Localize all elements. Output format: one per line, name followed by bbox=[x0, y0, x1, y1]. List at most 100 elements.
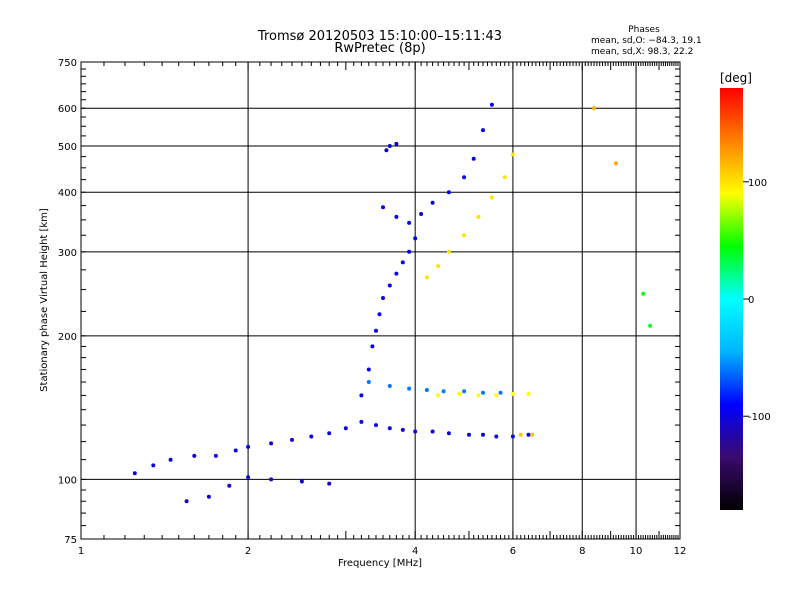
data-point bbox=[132, 471, 137, 476]
data-point bbox=[446, 190, 451, 195]
plot-frame bbox=[80, 61, 681, 540]
x-tick-label: 1 bbox=[78, 546, 84, 557]
data-point bbox=[419, 212, 424, 216]
data-point bbox=[592, 106, 596, 111]
data-point bbox=[436, 264, 441, 269]
phases-line-o: mean, sd,O: −84.3, 19.1 bbox=[591, 36, 702, 46]
phases-heading: Phases bbox=[628, 25, 660, 35]
data-point bbox=[430, 429, 435, 434]
data-point bbox=[476, 393, 481, 398]
data-point bbox=[481, 390, 485, 395]
data-point bbox=[387, 426, 392, 431]
y-tick-label: 100 bbox=[58, 475, 77, 486]
data-point bbox=[359, 419, 364, 424]
y-tick-label: 750 bbox=[58, 58, 77, 69]
data-point bbox=[413, 429, 418, 434]
data-point bbox=[374, 328, 378, 333]
data-point bbox=[206, 494, 211, 499]
data-point bbox=[467, 432, 471, 437]
data-point bbox=[151, 463, 156, 468]
data-point bbox=[374, 423, 378, 428]
data-point bbox=[648, 323, 653, 328]
data-point bbox=[384, 148, 389, 153]
data-point bbox=[424, 388, 429, 392]
data-point bbox=[424, 275, 429, 280]
data-point bbox=[489, 195, 494, 200]
data-point bbox=[407, 220, 412, 225]
data-point bbox=[614, 161, 618, 166]
colorbar bbox=[720, 88, 743, 510]
data-point bbox=[462, 175, 467, 180]
data-point bbox=[400, 427, 405, 432]
data-point bbox=[498, 390, 503, 395]
data-point bbox=[394, 214, 399, 219]
data-point bbox=[343, 426, 348, 431]
y-tick-label: 75 bbox=[64, 535, 77, 546]
colorbar-ticks: 100 0 -100 bbox=[743, 178, 771, 423]
x-tick-label: 4 bbox=[412, 546, 418, 557]
data-point bbox=[502, 175, 507, 180]
data-point bbox=[471, 156, 476, 161]
data-point bbox=[227, 483, 232, 488]
data-point bbox=[494, 393, 499, 398]
data-point bbox=[299, 479, 304, 484]
data-point bbox=[168, 457, 173, 462]
chart-subtitle: RwPretec (8p) bbox=[334, 41, 425, 56]
x-tick-label: 8 bbox=[579, 546, 585, 557]
x-tick-label: 10 bbox=[630, 546, 643, 557]
y-tick-label: 400 bbox=[58, 188, 77, 199]
colorbar-tick-label: -100 bbox=[748, 412, 771, 423]
data-point bbox=[481, 128, 485, 133]
data-point bbox=[387, 283, 392, 288]
y-axis-label: Stationary phase Virtual Height [km] bbox=[39, 208, 50, 392]
data-point bbox=[233, 448, 238, 453]
data-point bbox=[526, 432, 531, 437]
y-tick-label: 600 bbox=[58, 104, 77, 115]
data-point bbox=[269, 477, 274, 482]
data-point bbox=[387, 384, 392, 388]
data-points bbox=[132, 102, 653, 504]
data-point bbox=[246, 475, 251, 480]
x-axis-label: Frequency [MHz] bbox=[338, 558, 422, 569]
y-tick-label: 200 bbox=[58, 332, 77, 343]
data-point bbox=[290, 437, 294, 442]
data-point bbox=[213, 453, 218, 458]
data-point bbox=[436, 393, 441, 398]
colorbar-tick-label: 100 bbox=[748, 178, 767, 189]
data-point bbox=[400, 260, 405, 265]
data-point bbox=[446, 431, 451, 436]
data-point bbox=[407, 249, 412, 254]
x-axis-ticks: 1 2 4 6 8 10 12 bbox=[78, 62, 687, 557]
data-point bbox=[510, 392, 515, 396]
data-point bbox=[494, 434, 499, 439]
data-point bbox=[407, 386, 412, 391]
data-point bbox=[370, 344, 375, 349]
data-point bbox=[309, 434, 314, 439]
data-point bbox=[269, 441, 274, 446]
data-point bbox=[510, 434, 515, 439]
data-point bbox=[413, 236, 418, 241]
data-point bbox=[441, 389, 446, 394]
data-point bbox=[327, 431, 332, 436]
data-point bbox=[246, 444, 251, 449]
data-point bbox=[457, 392, 462, 396]
colorbar-tick-label: 0 bbox=[748, 295, 754, 306]
data-point bbox=[510, 152, 515, 157]
x-tick-label: 12 bbox=[674, 546, 687, 557]
x-tick-label: 2 bbox=[245, 546, 251, 557]
data-point bbox=[327, 481, 332, 486]
data-point bbox=[518, 432, 523, 437]
colorbar-label: [deg] bbox=[720, 71, 752, 85]
y-axis-ticks: 75 100 200 300 400 500 600 750 bbox=[58, 58, 680, 546]
data-point bbox=[462, 389, 467, 394]
data-point bbox=[394, 141, 399, 146]
data-point bbox=[359, 393, 364, 398]
x-tick-label: 6 bbox=[510, 546, 516, 557]
data-point bbox=[192, 453, 197, 458]
data-point bbox=[377, 312, 382, 317]
data-point bbox=[184, 499, 189, 504]
data-point bbox=[366, 380, 371, 384]
data-point bbox=[462, 233, 467, 238]
y-tick-label: 300 bbox=[58, 248, 77, 259]
